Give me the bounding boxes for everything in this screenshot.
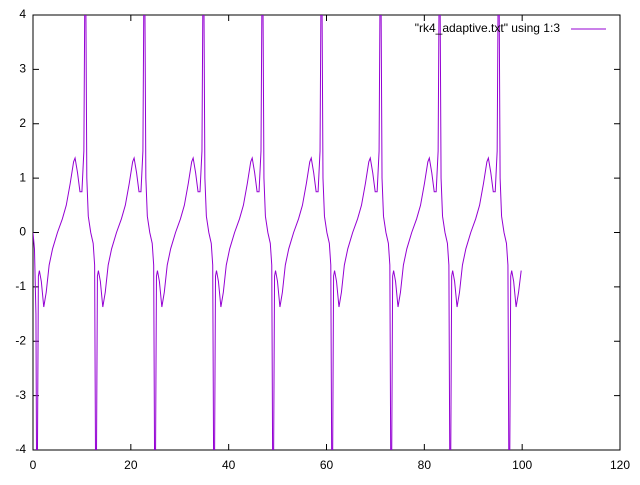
y-tick-label: 4: [19, 7, 26, 21]
x-tick-label: 120: [610, 458, 630, 472]
y-tick-label: -4: [15, 442, 26, 456]
x-tick-label: 80: [418, 458, 432, 472]
x-tick-label: 0: [30, 458, 37, 472]
legend-label: "rk4_adaptive.txt" using 1:3: [415, 21, 561, 35]
y-tick-label: 0: [19, 225, 26, 239]
data-line: [33, 15, 522, 450]
y-tick-label: -1: [15, 279, 26, 293]
x-tick-label: 60: [320, 458, 334, 472]
y-tick-label: 2: [19, 116, 26, 130]
x-tick-label: 40: [222, 458, 236, 472]
y-tick-label: -2: [15, 333, 26, 347]
y-tick-label: 3: [19, 62, 26, 76]
y-tick-label: -3: [15, 388, 26, 402]
x-tick-label: 100: [512, 458, 532, 472]
y-tick-label: 1: [19, 170, 26, 184]
x-tick-label: 20: [124, 458, 138, 472]
